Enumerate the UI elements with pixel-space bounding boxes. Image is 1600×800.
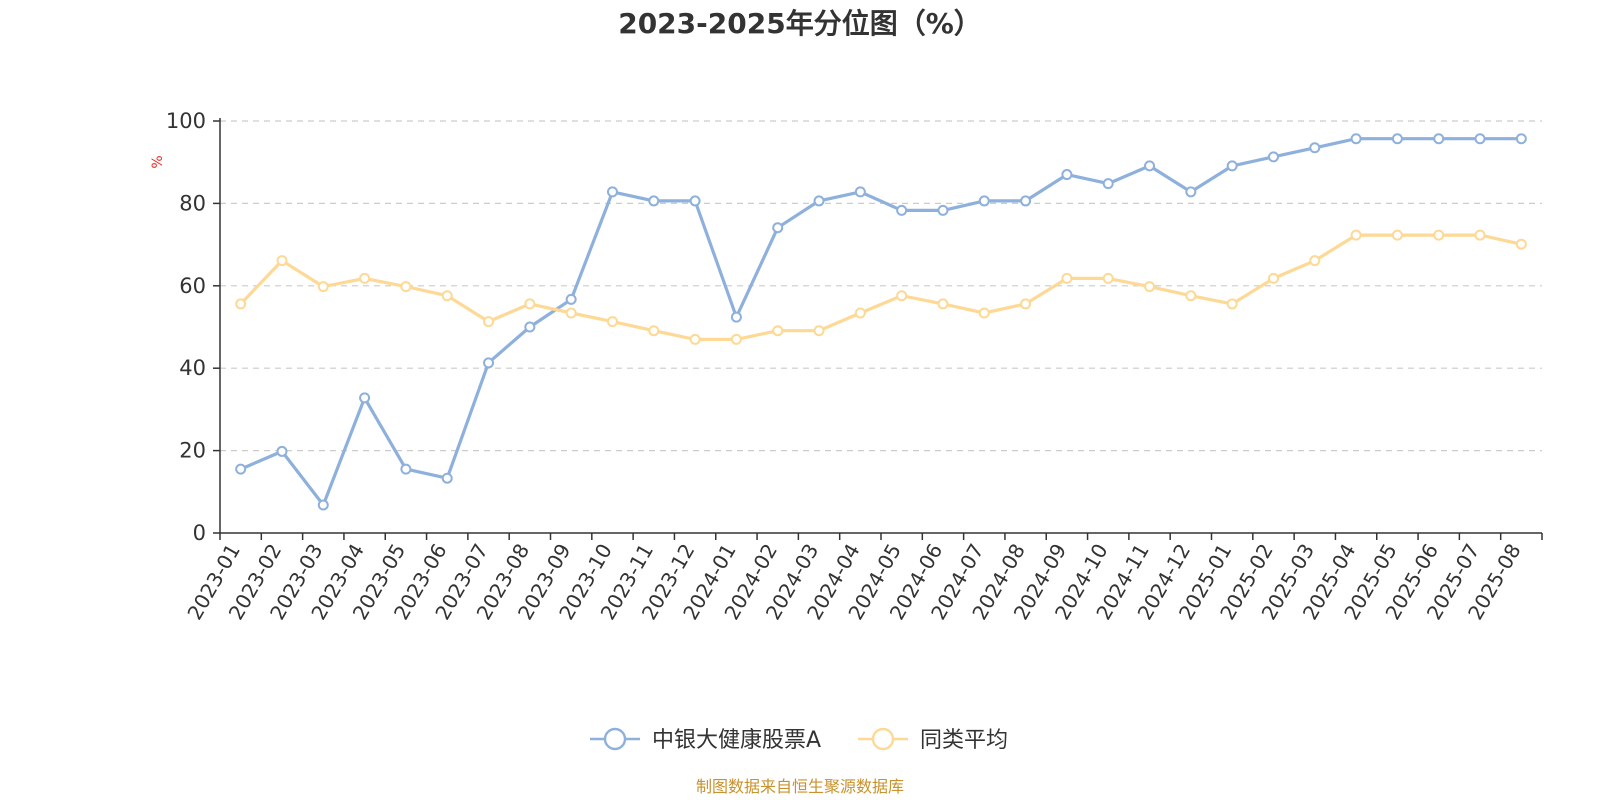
data-point[interactable] [1267, 272, 1279, 284]
legend[interactable]: 中银大健康股票A 同类平均 [590, 727, 1008, 753]
series-group [235, 133, 1527, 511]
data-point[interactable] [1391, 229, 1403, 241]
y-axis-unit-label: % [150, 155, 166, 168]
data-point[interactable] [689, 195, 701, 207]
data-point[interactable] [1144, 160, 1156, 172]
data-point[interactable] [1433, 133, 1445, 145]
data-point[interactable] [1226, 160, 1238, 172]
data-point[interactable] [813, 325, 825, 337]
data-point[interactable] [854, 186, 866, 198]
data-point[interactable] [1102, 178, 1114, 190]
data-point[interactable] [896, 290, 908, 302]
series-1 [235, 229, 1527, 345]
data-point[interactable] [1061, 169, 1073, 181]
y-tick-label: 40 [179, 356, 206, 380]
data-point[interactable] [400, 281, 412, 293]
data-point[interactable] [1309, 142, 1321, 154]
data-point[interactable] [730, 333, 742, 345]
data-point[interactable] [1350, 229, 1362, 241]
data-point[interactable] [1474, 133, 1486, 145]
data-point[interactable] [565, 293, 577, 305]
legend-label: 中银大健康股票A [652, 728, 821, 753]
data-point[interactable] [359, 392, 371, 404]
series-0 [235, 133, 1527, 511]
data-point[interactable] [1515, 238, 1527, 250]
data-point[interactable] [1020, 195, 1032, 207]
y-tick-label: 0 [193, 521, 206, 545]
data-point[interactable] [730, 311, 742, 323]
data-point[interactable] [648, 195, 660, 207]
data-point[interactable] [978, 307, 990, 319]
y-tick-label: 80 [179, 191, 206, 215]
data-point[interactable] [606, 186, 618, 198]
data-point[interactable] [400, 463, 412, 475]
data-point[interactable] [978, 195, 990, 207]
data-point[interactable] [1020, 298, 1032, 310]
data-point[interactable] [1267, 151, 1279, 163]
data-point[interactable] [441, 290, 453, 302]
y-axis-ticks: 0 20 40 60 80 100 [166, 109, 220, 545]
data-point[interactable] [441, 472, 453, 484]
legend-item-1[interactable]: 同类平均 [858, 727, 1008, 753]
data-point[interactable] [689, 333, 701, 345]
data-point[interactable] [854, 307, 866, 319]
x-axis-ticks: 2023-012023-022023-032023-042023-052023-… [182, 533, 1543, 624]
data-point[interactable] [1515, 133, 1527, 145]
series-line [240, 137, 1522, 507]
data-point[interactable] [235, 298, 247, 310]
y-tick-label: 100 [166, 109, 206, 133]
data-point[interactable] [1226, 298, 1238, 310]
data-point[interactable] [359, 272, 371, 284]
data-point[interactable] [276, 445, 288, 457]
data-point[interactable] [648, 325, 660, 337]
data-point[interactable] [772, 325, 784, 337]
data-point[interactable] [772, 222, 784, 234]
y-tick-label: 20 [179, 439, 206, 463]
data-point[interactable] [483, 316, 495, 328]
data-point[interactable] [235, 463, 247, 475]
data-point[interactable] [813, 195, 825, 207]
data-point[interactable] [524, 321, 536, 333]
data-point[interactable] [1102, 272, 1114, 284]
data-point[interactable] [483, 357, 495, 369]
data-point[interactable] [1185, 186, 1197, 198]
legend-label: 同类平均 [920, 728, 1008, 753]
data-point[interactable] [317, 281, 329, 293]
data-point[interactable] [937, 298, 949, 310]
legend-marker [871, 727, 895, 751]
data-point[interactable] [1350, 133, 1362, 145]
data-point[interactable] [276, 255, 288, 267]
y-tick-label: 60 [179, 274, 206, 298]
source-note: 制图数据来自恒生聚源数据库 [696, 777, 904, 796]
data-point[interactable] [317, 499, 329, 511]
data-point[interactable] [1433, 229, 1445, 241]
legend-item-0[interactable]: 中银大健康股票A [590, 727, 821, 753]
data-point[interactable] [1144, 281, 1156, 293]
data-point[interactable] [1061, 272, 1073, 284]
chart-title: 2023-2025年分位图（%） [618, 7, 982, 40]
data-point[interactable] [896, 204, 908, 216]
grid-lines [220, 120, 1542, 452]
data-point[interactable] [565, 307, 577, 319]
data-point[interactable] [1391, 133, 1403, 145]
series-line [239, 233, 1522, 341]
data-point[interactable] [1185, 290, 1197, 302]
data-point[interactable] [1474, 229, 1486, 241]
legend-marker [603, 727, 627, 751]
data-point[interactable] [1309, 255, 1321, 267]
data-point[interactable] [524, 298, 536, 310]
data-point[interactable] [937, 204, 949, 216]
data-point[interactable] [606, 316, 618, 328]
